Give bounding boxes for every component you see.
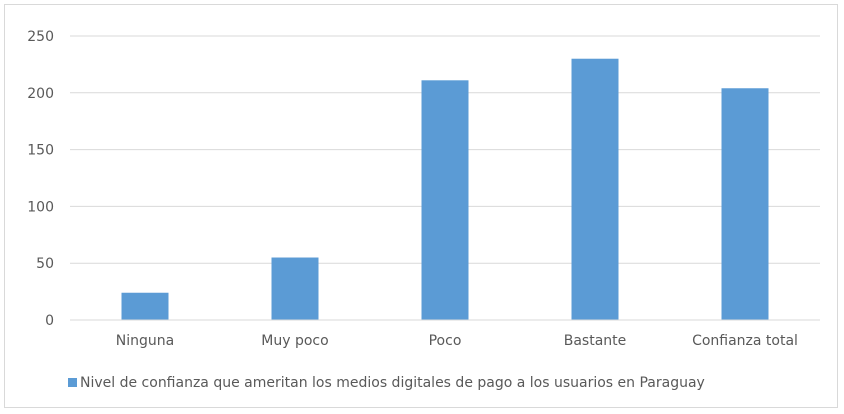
x-axis-ticks: Ninguna Muy poco Poco Bastante Confianza tot… [116,333,798,349]
x-tick-label: Bastante [564,333,627,349]
bar-ninguna [121,292,169,320]
legend-label: Nivel de confianza que ameritan los medi… [80,375,705,391]
x-tick-label: Confianza total [692,333,798,349]
bars [121,58,769,320]
x-tick-label: Ninguna [116,333,174,349]
x-tick-label: Muy poco [261,333,328,349]
y-tick-label: 150 [27,143,54,159]
y-tick-label: 100 [27,199,54,215]
bar-confianza-total [721,88,769,320]
y-axis-ticks: 0 50 100 150 200 250 [27,29,54,329]
legend-swatch [68,378,77,387]
bar-poco [421,80,469,320]
x-tick-label: Poco [429,333,462,349]
legend: Nivel de confianza que ameritan los medi… [68,375,705,391]
y-tick-label: 250 [27,29,54,45]
bar-muy-poco [271,257,319,320]
y-tick-label: 200 [27,86,54,102]
y-tick-label: 0 [45,313,54,329]
bar-bastante [571,58,619,320]
y-tick-label: 50 [36,256,54,272]
